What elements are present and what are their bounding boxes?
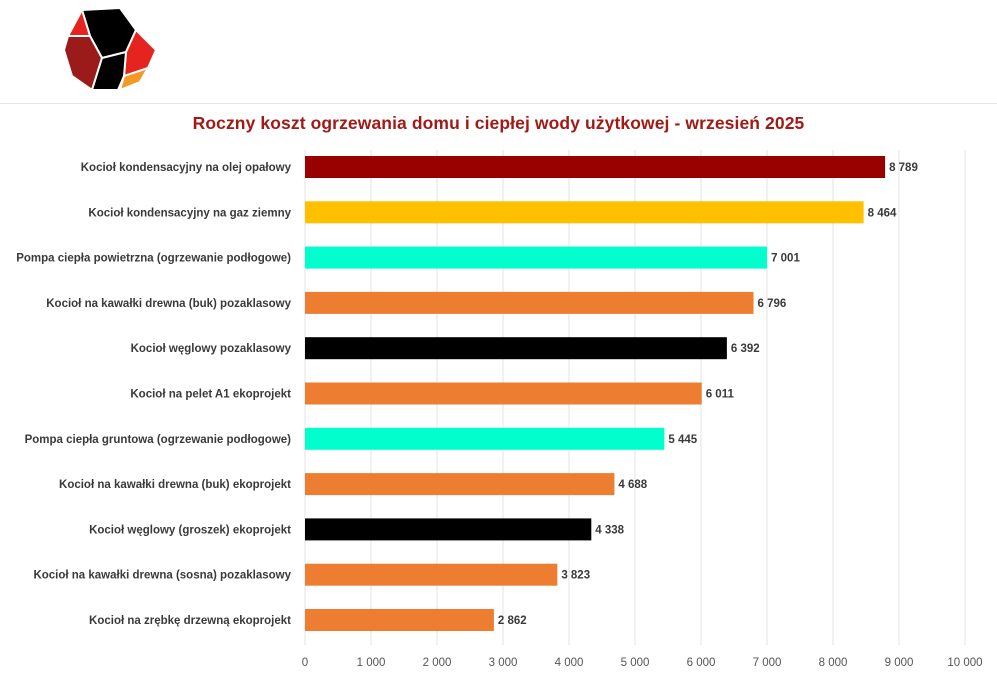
bar bbox=[305, 291, 754, 314]
category-label: Kocioł na pelet A1 ekoprojekt bbox=[130, 389, 291, 401]
header-divider bbox=[0, 103, 997, 104]
x-tick-label: 2 000 bbox=[423, 657, 452, 669]
chart-title: Roczny koszt ogrzewania domu i ciepłej w… bbox=[192, 113, 805, 133]
x-tick-label: 7 000 bbox=[753, 657, 782, 669]
value-label: 4 688 bbox=[618, 479, 647, 491]
x-tick-label: 8 000 bbox=[819, 657, 848, 669]
x-tick-label: 5 000 bbox=[621, 657, 650, 669]
category-label: Kocioł węglowy pozaklasowy bbox=[131, 343, 292, 355]
bars bbox=[305, 156, 886, 631]
category-label: Kocioł na kawałki drewna (buk) pozaklaso… bbox=[46, 298, 291, 310]
category-label: Kocioł na kawałki drewna (sosna) pozakla… bbox=[33, 570, 291, 582]
bar bbox=[305, 201, 864, 224]
x-tick-label: 1 000 bbox=[357, 657, 386, 669]
value-label: 4 338 bbox=[595, 524, 624, 536]
hexagon-logo-icon bbox=[62, 6, 158, 92]
bar bbox=[305, 427, 665, 450]
x-tick-label: 0 bbox=[302, 657, 308, 669]
value-label: 5 445 bbox=[668, 434, 697, 446]
x-tick-label: 4 000 bbox=[555, 657, 584, 669]
value-label: 2 862 bbox=[498, 615, 527, 627]
bar bbox=[305, 563, 558, 586]
category-label: Kocioł kondensacyjny na olej opałowy bbox=[81, 162, 292, 174]
value-label: 6 796 bbox=[758, 298, 787, 310]
bar bbox=[305, 518, 592, 541]
category-label: Kocioł na kawałki drewna (buk) ekoprojek… bbox=[59, 479, 291, 491]
value-label: 3 823 bbox=[561, 570, 590, 582]
x-tick-label: 9 000 bbox=[885, 657, 914, 669]
bar bbox=[305, 609, 494, 631]
value-label: 7 001 bbox=[771, 253, 800, 265]
category-label: Kocioł na zrębkę drzewną ekoprojekt bbox=[89, 615, 291, 627]
bar bbox=[305, 246, 768, 269]
bar bbox=[305, 473, 615, 496]
value-label: 8 789 bbox=[889, 162, 918, 174]
x-axis-ticks: 0 1 000 2 000 3 000 4 000 5 000 6 000 7 000 8 00… bbox=[302, 657, 983, 669]
bar bbox=[305, 382, 702, 405]
value-labels: 8 789 8 464 7 001 6 796 6 392 6 011 5 445 4 688… bbox=[498, 162, 918, 627]
value-label: 8 464 bbox=[868, 207, 897, 219]
category-label: Pompa ciepła powietrzna (ogrzewanie podł… bbox=[16, 253, 291, 265]
category-label: Pompa ciepła gruntowa (ogrzewanie podłog… bbox=[25, 434, 292, 446]
x-tick-label: 6 000 bbox=[687, 657, 716, 669]
category-labels: Kocioł kondensacyjny na olej opałowy Koci… bbox=[16, 162, 291, 627]
category-label: Kocioł węglowy (groszek) ekoprojekt bbox=[89, 524, 291, 536]
x-tick-label: 3 000 bbox=[489, 657, 518, 669]
value-label: 6 011 bbox=[706, 389, 735, 401]
bar bbox=[305, 337, 727, 360]
x-tick-label: 10 000 bbox=[947, 657, 982, 669]
bar bbox=[305, 156, 886, 178]
value-label: 6 392 bbox=[731, 343, 760, 355]
category-label: Kocioł kondensacyjny na gaz ziemny bbox=[88, 207, 291, 219]
